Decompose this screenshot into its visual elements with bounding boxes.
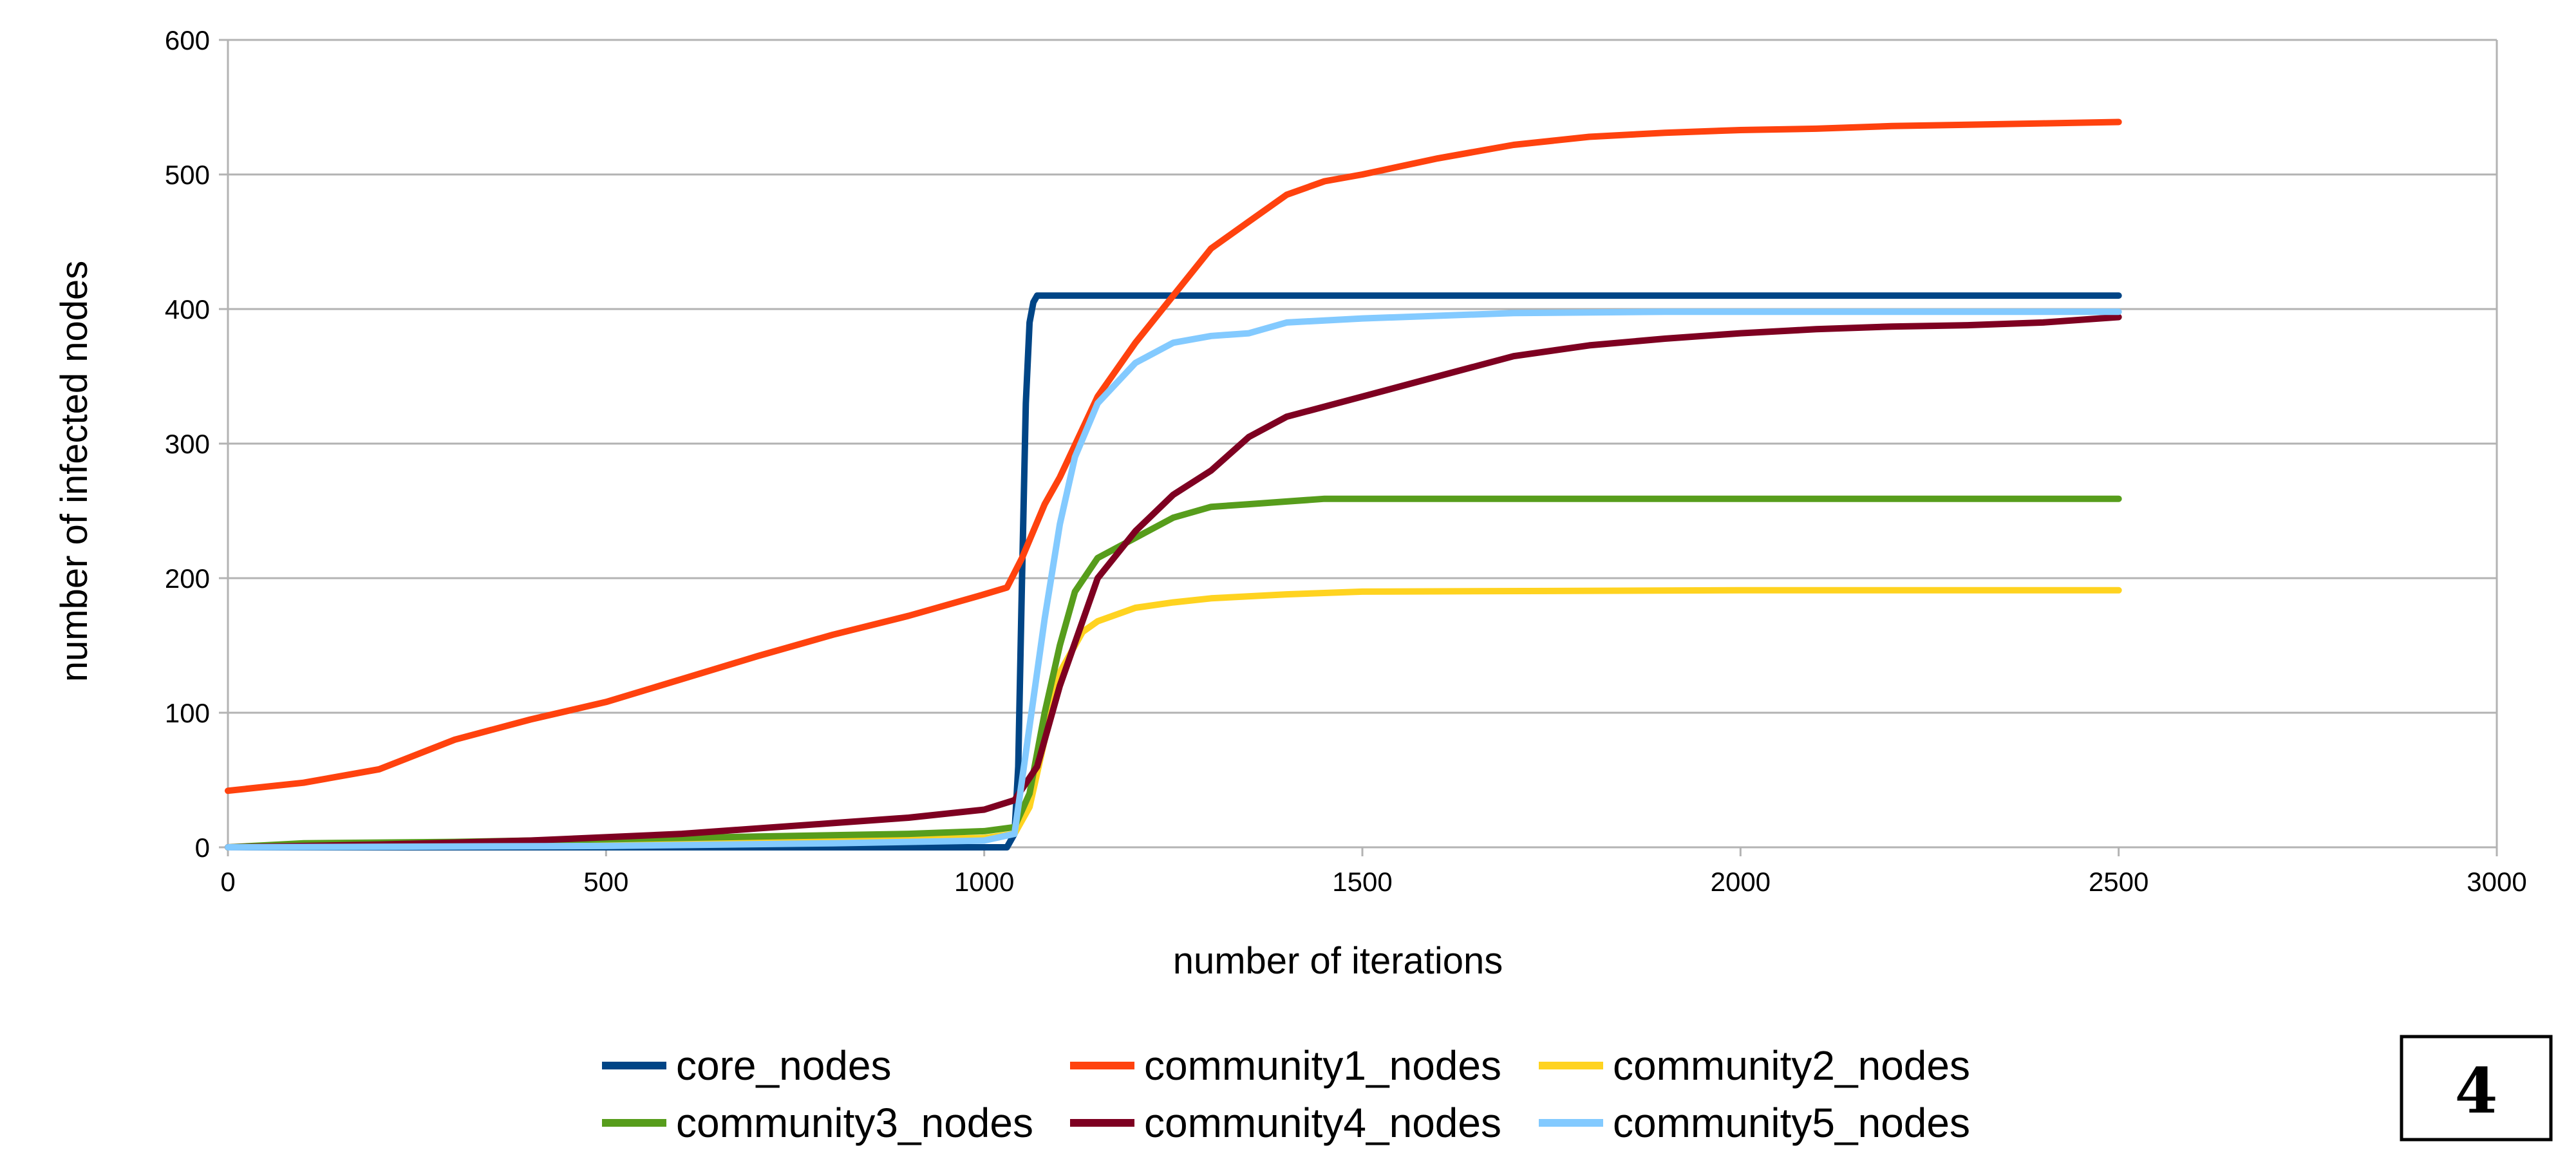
y-tick-label-5: 500 [165,160,210,190]
series-line-core_nodes [225,292,2122,851]
legend-label-community4_nodes: community4_nodes [1144,1100,1501,1146]
x-tick-label-3: 1500 [1332,867,1392,897]
page-badge: 4 [2400,1035,2553,1142]
y-tick-labels: 0 100 200 300 400 500 600 [165,25,210,863]
legend-label-community5_nodes: community5_nodes [1613,1100,1970,1146]
y-tick-label-1: 100 [165,698,210,728]
y-tick-label-2: 200 [165,563,210,594]
legend-label-community3_nodes: community3_nodes [676,1100,1033,1146]
y-tick-label-6: 600 [165,25,210,55]
series-lines [225,118,2122,851]
y-tick-label-4: 400 [165,294,210,324]
y-tick-label-0: 0 [195,832,210,863]
series-line-community5_nodes [225,308,2122,851]
x-tick-label-0: 0 [220,867,235,897]
legend-label-community2_nodes: community2_nodes [1613,1042,1970,1089]
x-tick-label-4: 2000 [1711,867,1771,897]
x-tick-label-1: 500 [583,867,628,897]
series-line-community1_nodes [225,118,2122,795]
x-tick-label-6: 3000 [2467,867,2526,897]
legend: core_nodes community1_nodes community2_nod… [602,1042,1970,1146]
x-tick-label-2: 1000 [954,867,1014,897]
legend-label-core_nodes: core_nodes [676,1042,891,1089]
y-tick-label-3: 300 [165,429,210,459]
badge-box [2400,1035,2553,1142]
y-axis-title: number of infected nodes [53,261,95,682]
series-line-community3_nodes [225,495,2122,851]
x-tick-label-5: 2500 [2089,867,2148,897]
legend-label-community1_nodes: community1_nodes [1144,1042,1501,1089]
x-tick-labels: 0 500 1000 1500 2000 2500 3000 [220,867,2526,897]
series-line-community4_nodes [225,314,2122,851]
x-axis-title: number of iterations [1173,940,1503,982]
badge-label: 4 [2455,1055,2498,1127]
